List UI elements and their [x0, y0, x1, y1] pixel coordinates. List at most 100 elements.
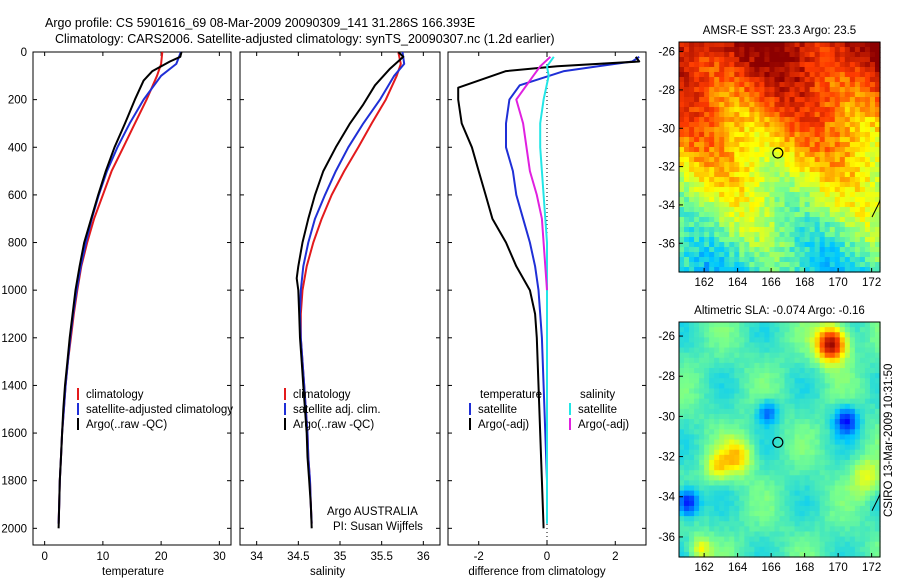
- heatmap-cell: [704, 378, 710, 384]
- heatmap-cell: [844, 177, 851, 183]
- heatmap-cell: [869, 202, 876, 208]
- heatmap-cell: [704, 192, 710, 198]
- heatmap-cell: [814, 157, 821, 163]
- heatmap-cell: [789, 475, 796, 481]
- heatmap-cell: [804, 393, 811, 400]
- heatmap-cell: [684, 536, 690, 543]
- heatmap-cell: [804, 403, 811, 410]
- heatmap-cell: [744, 454, 750, 461]
- heatmap-cell: [789, 424, 796, 430]
- heatmap-cell: [839, 531, 846, 538]
- heatmap-cell: [829, 521, 836, 527]
- heatmap-cell: [694, 137, 700, 143]
- heatmap-cell: [759, 485, 766, 492]
- heatmap-cell: [789, 142, 796, 148]
- heatmap-cell: [864, 242, 871, 248]
- heatmap-cell: [769, 92, 776, 98]
- heatmap-cell: [874, 67, 881, 73]
- heatmap-cell: [774, 342, 781, 349]
- heatmap-cell: [734, 227, 740, 233]
- heatmap-cell: [694, 531, 700, 538]
- heatmap-cell: [754, 495, 761, 502]
- heatmap-cell: [734, 327, 740, 333]
- heatmap-cell: [759, 444, 766, 451]
- heatmap-cell: [749, 332, 755, 338]
- heatmap-cell: [819, 107, 826, 113]
- heatmap-cell: [754, 72, 761, 78]
- heatmap-cell: [854, 505, 861, 512]
- x-tick-label: 164: [728, 277, 748, 289]
- heatmap-cell: [759, 367, 766, 374]
- heatmap-cell: [824, 424, 831, 430]
- heatmap-cell: [759, 398, 766, 405]
- heatmap-cell: [724, 222, 730, 228]
- heatmap-cell: [724, 383, 730, 390]
- heatmap-cell: [864, 142, 871, 148]
- heatmap-cell: [709, 112, 715, 118]
- heatmap-cell: [854, 137, 861, 143]
- heatmap-cell: [814, 342, 821, 349]
- heatmap-cell: [824, 516, 831, 522]
- heatmap-cell: [804, 465, 811, 471]
- heatmap-cell: [729, 122, 735, 128]
- heatmap-cell: [744, 444, 750, 451]
- heatmap-cell: [859, 434, 866, 441]
- heatmap-cell: [859, 247, 866, 253]
- heatmap-cell: [809, 398, 816, 405]
- heatmap-cell: [849, 449, 856, 456]
- heatmap-cell: [774, 247, 781, 253]
- heatmap-cell: [744, 142, 750, 148]
- legend-label: Argo(-adj): [578, 419, 629, 431]
- heatmap-cell: [729, 252, 735, 258]
- heatmap-cell: [779, 102, 786, 108]
- heatmap-cell: [749, 454, 755, 461]
- heatmap-cell: [814, 332, 821, 338]
- heatmap-cell: [789, 541, 796, 548]
- heatmap-cell: [739, 424, 745, 430]
- heatmap-cell: [754, 142, 761, 148]
- heatmap-cell: [784, 132, 791, 138]
- heatmap-cell: [759, 242, 766, 248]
- heatmap-cell: [859, 262, 866, 268]
- heatmap-cell: [854, 182, 861, 188]
- heatmap-cell: [839, 322, 846, 328]
- heatmap-cell: [689, 505, 695, 512]
- heatmap-cell: [829, 551, 836, 558]
- heatmap-cell: [784, 342, 791, 349]
- heatmap-cell: [754, 77, 761, 83]
- heatmap-cell: [834, 127, 841, 133]
- heatmap-cell: [754, 408, 761, 415]
- heatmap-cell: [784, 57, 791, 63]
- heatmap-cell: [719, 77, 725, 83]
- heatmap-cell: [829, 142, 836, 148]
- heatmap-cell: [819, 52, 826, 58]
- heatmap-cell: [769, 419, 776, 425]
- heatmap-cell: [849, 192, 856, 198]
- heatmap-cell: [689, 87, 695, 93]
- heatmap-cell: [864, 408, 871, 415]
- heatmap-cell: [774, 322, 781, 328]
- y-tick-label: 800: [8, 238, 27, 250]
- heatmap-cell: [704, 470, 710, 476]
- heatmap-cell: [784, 122, 791, 128]
- heatmap-cell: [809, 242, 816, 248]
- heatmap-cell: [789, 367, 796, 374]
- heatmap-cell: [714, 500, 720, 507]
- heatmap-cell: [709, 177, 715, 183]
- heatmap-cell: [814, 408, 821, 415]
- heatmap-cell: [729, 454, 735, 461]
- heatmap-cell: [769, 232, 776, 238]
- heatmap-cell: [694, 398, 700, 405]
- heatmap-cell: [679, 252, 685, 258]
- heatmap-cell: [794, 378, 801, 384]
- heatmap-cell: [799, 526, 806, 533]
- heatmap-cell: [719, 47, 725, 53]
- heatmap-cell: [714, 367, 720, 374]
- heatmap-cell: [739, 122, 745, 128]
- heatmap-cell: [754, 536, 761, 543]
- heatmap-cell: [759, 408, 766, 415]
- heatmap-cell: [844, 465, 851, 471]
- heatmap-cell: [799, 419, 806, 425]
- heatmap-cell: [829, 97, 836, 103]
- heatmap-cell: [734, 102, 740, 108]
